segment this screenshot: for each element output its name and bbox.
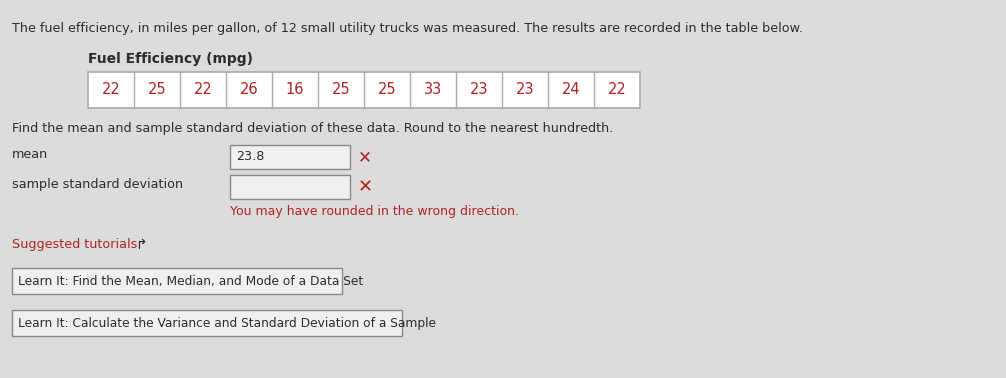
Text: ↱: ↱ — [135, 238, 147, 252]
Text: 33: 33 — [424, 82, 442, 98]
Text: ✕: ✕ — [358, 148, 372, 166]
Text: 26: 26 — [239, 82, 259, 98]
Text: 25: 25 — [148, 82, 166, 98]
FancyBboxPatch shape — [230, 175, 350, 199]
Text: sample standard deviation: sample standard deviation — [12, 178, 183, 191]
Text: mean: mean — [12, 148, 48, 161]
FancyBboxPatch shape — [12, 268, 342, 294]
Text: Suggested tutorials:: Suggested tutorials: — [12, 238, 142, 251]
Text: 23.8: 23.8 — [236, 150, 265, 164]
Text: Find the mean and sample standard deviation of these data. Round to the nearest : Find the mean and sample standard deviat… — [12, 122, 614, 135]
Text: Learn It: Calculate the Variance and Standard Deviation of a Sample: Learn It: Calculate the Variance and Sta… — [18, 316, 436, 330]
Text: 22: 22 — [102, 82, 121, 98]
Text: 24: 24 — [561, 82, 580, 98]
Text: 25: 25 — [377, 82, 396, 98]
Text: Learn It: Find the Mean, Median, and Mode of a Data Set: Learn It: Find the Mean, Median, and Mod… — [18, 274, 363, 288]
Text: ✕: ✕ — [358, 178, 373, 196]
FancyBboxPatch shape — [12, 310, 402, 336]
FancyBboxPatch shape — [230, 145, 350, 169]
Text: 23: 23 — [470, 82, 488, 98]
Text: 22: 22 — [193, 82, 212, 98]
Text: You may have rounded in the wrong direction.: You may have rounded in the wrong direct… — [230, 205, 519, 218]
Text: Fuel Efficiency (mpg): Fuel Efficiency (mpg) — [88, 52, 253, 66]
FancyBboxPatch shape — [88, 72, 640, 108]
Text: 22: 22 — [608, 82, 627, 98]
Text: 16: 16 — [286, 82, 304, 98]
Text: 25: 25 — [332, 82, 350, 98]
Text: 23: 23 — [516, 82, 534, 98]
Text: The fuel efficiency, in miles per gallon, of 12 small utility trucks was measure: The fuel efficiency, in miles per gallon… — [12, 22, 803, 35]
